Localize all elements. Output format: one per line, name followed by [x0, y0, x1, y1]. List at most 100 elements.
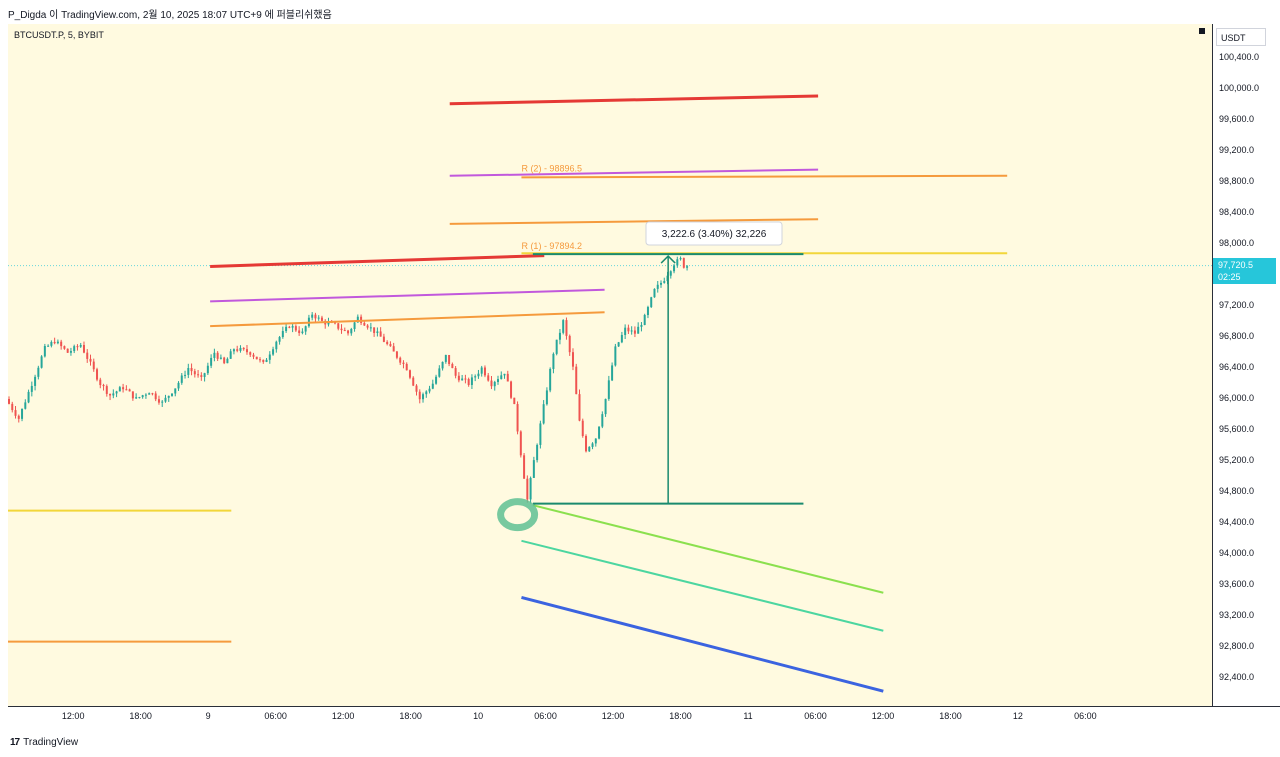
- candle-body: [415, 385, 418, 392]
- candle-body: [245, 349, 248, 353]
- candle-body: [454, 368, 457, 376]
- candle-body: [34, 376, 37, 386]
- candle-body: [177, 382, 180, 389]
- candle-body: [510, 381, 513, 398]
- price-tick-label: 92,400.0: [1219, 672, 1255, 682]
- price-tick-label: 98,400.0: [1219, 207, 1255, 217]
- candle-body: [298, 330, 301, 334]
- candle-body: [594, 438, 597, 444]
- last-price-tag: 97,720.5 02:25: [1213, 258, 1276, 284]
- candle-body: [210, 357, 213, 366]
- price-axis[interactable]: [1212, 24, 1280, 706]
- candle-body: [653, 288, 656, 298]
- candle-body: [519, 431, 522, 456]
- candle-body: [549, 368, 552, 391]
- candle-body: [405, 363, 408, 371]
- candle-body: [327, 322, 330, 325]
- time-tick-label: 18:00: [129, 711, 152, 721]
- candle-body: [125, 389, 128, 391]
- candle-body: [555, 339, 558, 354]
- candle-body: [334, 322, 336, 324]
- candle-body: [568, 335, 571, 353]
- price-tick-label: 100,400.0: [1219, 52, 1260, 62]
- candle-body: [131, 391, 134, 399]
- candle-body: [138, 397, 141, 399]
- candle-body: [395, 351, 398, 358]
- candle-body: [265, 359, 268, 362]
- candle-body: [285, 326, 288, 332]
- candle-body: [347, 330, 350, 334]
- candle-body: [63, 346, 66, 349]
- candle-body: [73, 346, 76, 352]
- candle-body: [601, 414, 604, 427]
- time-axis[interactable]: [8, 706, 1280, 729]
- candle-body: [311, 314, 314, 318]
- candle-body: [686, 266, 689, 268]
- candle-body: [591, 443, 594, 447]
- price-tick-label: 93,200.0: [1219, 610, 1255, 620]
- candle-body: [578, 394, 581, 421]
- candle-body: [558, 332, 561, 340]
- price-tick-label: 95,600.0: [1219, 424, 1255, 434]
- time-tick-label: 12:00: [61, 711, 85, 721]
- candle-body: [497, 379, 499, 382]
- candle-body: [219, 357, 222, 359]
- candle-body: [79, 345, 82, 347]
- measure-label-box: [645, 221, 783, 246]
- publish-caption: P_Digda 이 TradingView.com, 2월 10, 2025 1…: [8, 10, 332, 21]
- candle-body: [513, 397, 516, 405]
- candle-body: [539, 423, 542, 445]
- pivot-label: R (2) - 98896.5: [521, 164, 582, 174]
- price-tick-label: 100,000.0: [1219, 83, 1260, 93]
- currency-unit-button[interactable]: USDT: [1216, 28, 1266, 46]
- candle-body: [493, 381, 496, 387]
- time-tick-label: 06:00: [1074, 711, 1097, 721]
- candle-body: [226, 358, 229, 364]
- candle-body: [47, 345, 50, 347]
- candle-body: [402, 362, 405, 364]
- candle-body: [17, 415, 20, 419]
- candle-body: [581, 420, 584, 436]
- candle-body: [646, 307, 649, 316]
- candle-body: [167, 395, 170, 398]
- price-tick-label: 94,800.0: [1219, 486, 1255, 496]
- candle-body: [516, 404, 519, 432]
- tv-logo-icon: 17: [10, 737, 20, 748]
- candle-body: [164, 397, 167, 402]
- tradingview-brand[interactable]: 17 TradingView: [10, 737, 78, 748]
- candle-body: [190, 368, 193, 372]
- candle-body: [135, 397, 138, 399]
- chart-pane[interactable]: BTCUSDT.P, 5, BYBIT: [8, 24, 1212, 706]
- orange-line-2: [449, 218, 819, 225]
- candle-body: [444, 354, 447, 362]
- candle-body: [500, 375, 503, 380]
- candle-body: [585, 435, 588, 452]
- bar-countdown: 02:25: [1218, 272, 1241, 282]
- candle-body: [588, 446, 591, 452]
- candle-body: [650, 297, 653, 308]
- candle-body: [229, 351, 232, 359]
- candle-body: [382, 336, 385, 342]
- candle-body: [373, 327, 376, 333]
- price-tick-label: 96,000.0: [1219, 393, 1255, 403]
- price-tick-label: 99,200.0: [1219, 145, 1255, 155]
- candle-body: [60, 341, 63, 347]
- candle-body: [490, 380, 493, 387]
- lightgreen-line: [532, 504, 884, 594]
- candle-body: [363, 322, 366, 326]
- candle-body: [102, 385, 105, 387]
- candle-body: [598, 426, 601, 439]
- time-tick-label: 06:00: [804, 711, 827, 721]
- candle-body: [14, 410, 17, 416]
- candle-body: [69, 351, 72, 353]
- pane-square-icon[interactable]: [1199, 28, 1205, 34]
- candle-body: [148, 393, 151, 395]
- candle-body: [151, 393, 154, 395]
- candle-body: [232, 349, 235, 352]
- price-tick-label: 95,200.0: [1219, 455, 1255, 465]
- candle-body: [663, 281, 666, 283]
- candle-body: [11, 403, 14, 411]
- candle-body: [392, 346, 395, 352]
- price-tick-label: 93,600.0: [1219, 579, 1255, 589]
